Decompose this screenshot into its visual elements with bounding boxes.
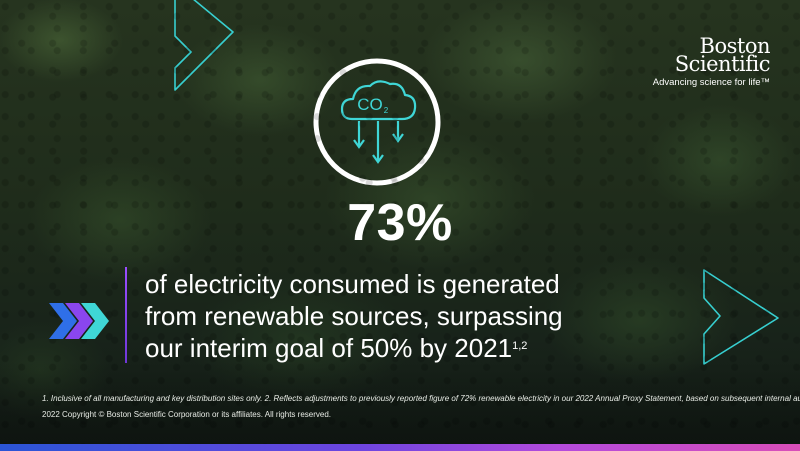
outline-arrow-right-icon bbox=[703, 269, 779, 365]
copyright-text: 2022 Copyright © Boston Scientific Corpo… bbox=[42, 410, 331, 419]
bottom-shade bbox=[0, 361, 800, 451]
logo-word-scientific: Scientific bbox=[674, 52, 771, 76]
footnote-reference: 1,2 bbox=[512, 340, 528, 352]
accent-divider bbox=[125, 267, 127, 363]
footnote-text: 1. Inclusive of all manufacturing and ke… bbox=[42, 394, 800, 403]
headline-line-2: from renewable sources, surpassing bbox=[145, 301, 563, 331]
brand-logo: Boston Scientific Advancing science for … bbox=[652, 34, 771, 89]
headline-line-3-text: our interim goal of 50% by 2021 bbox=[145, 333, 513, 363]
co2-subscript: 2 bbox=[384, 106, 389, 115]
co2-cloud-icon: CO 2 bbox=[313, 58, 441, 186]
headline-text: of electricity consumed is generated fro… bbox=[145, 268, 705, 364]
chevron-arrows-icon bbox=[49, 303, 109, 339]
headline-line-1: of electricity consumed is generated bbox=[145, 269, 560, 299]
headline-line-3: our interim goal of 50% by 20211,2 bbox=[145, 332, 705, 364]
percentage-stat: 73% bbox=[347, 194, 453, 252]
bottom-gradient-bar bbox=[0, 444, 800, 451]
logo-word-boston: Boston bbox=[699, 34, 771, 58]
co2-label: CO bbox=[357, 95, 383, 114]
brand-tagline: Advancing science for life™ bbox=[652, 77, 770, 88]
outline-arrow-top-icon bbox=[174, 0, 234, 91]
